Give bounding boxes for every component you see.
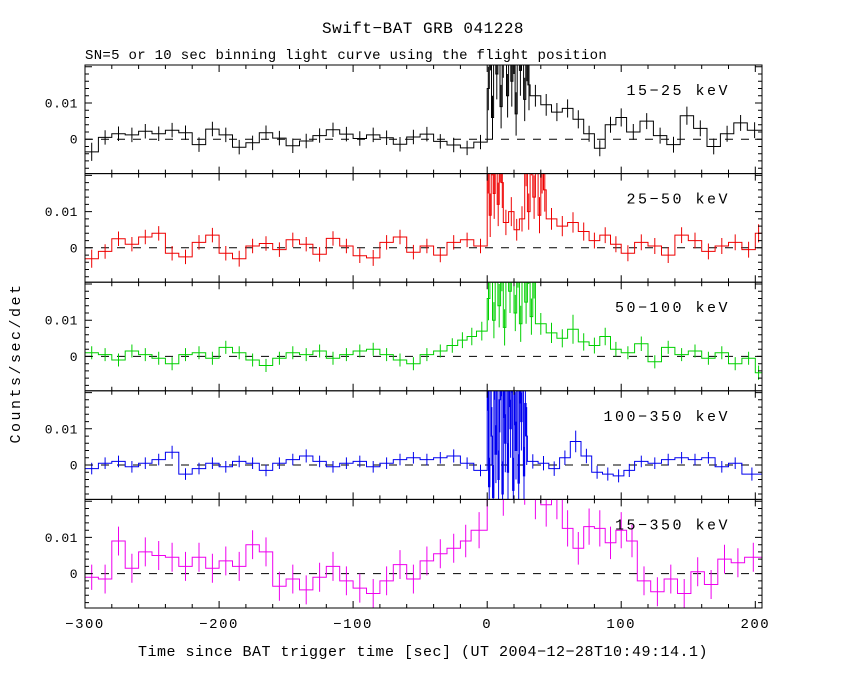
axis-ticks	[84, 499, 762, 608]
y-tick-label: 0	[70, 241, 78, 256]
y-tick-label: 0.01	[45, 314, 78, 329]
y-tick-label: 0	[70, 459, 78, 474]
energy-band-label: 15−25 keV	[626, 83, 730, 100]
energy-band-label: 25−50 keV	[626, 192, 730, 209]
panel-25-50-keV: 0 0.01 25−50 keV	[45, 173, 763, 283]
panel-100-350-keV: 0 0.01 100−350 keV	[45, 390, 763, 500]
panel-border	[84, 390, 763, 500]
x-tick-label: −200	[199, 617, 239, 633]
x-tick-label: −300	[65, 617, 105, 633]
y-tick-label: 0	[70, 350, 78, 365]
y-tick-label: 0	[70, 567, 78, 582]
y-tick-label: 0.01	[45, 422, 78, 437]
energy-band-label: 15−350 keV	[615, 517, 730, 534]
y-tick-label: 0.01	[45, 205, 78, 220]
axis-ticks	[84, 282, 762, 391]
chart-subtitle: SN=5 or 10 sec binning light curve using…	[85, 48, 607, 64]
panels-group: 0 0.01 15−25 keV 0 0.01 25−50 keV 0 0.01 50−100 …	[45, 64, 770, 633]
y-tick-label: 0	[70, 133, 78, 148]
x-tick-label: 100	[606, 617, 636, 633]
axis-ticks	[84, 173, 762, 283]
x-tick-label: −100	[333, 617, 373, 633]
panel-border	[84, 64, 763, 175]
y-tick-label: 0.01	[45, 97, 78, 112]
x-tick-label: 200	[740, 617, 770, 633]
energy-band-label: 100−350 keV	[603, 409, 730, 426]
lightcurve-error-bars	[91, 499, 754, 608]
chart-title: Swift−BAT GRB 041228	[322, 20, 524, 38]
y-axis-label: Counts/sec/det	[8, 282, 25, 443]
x-axis-label: Time since BAT trigger time [sec] (UT 20…	[138, 644, 708, 661]
lightcurve-error-bars	[91, 282, 760, 380]
lightcurve-error-bars	[91, 390, 753, 500]
panel-border	[84, 281, 763, 392]
axis-ticks	[84, 65, 762, 174]
axis-ticks	[84, 390, 762, 500]
panel-15-350-keV: 0 0.01 15−350 keV −300 −200 −100 0 100 200	[45, 498, 770, 633]
lightcurve-error-bars	[91, 173, 760, 268]
y-tick-label: 0.01	[45, 531, 78, 546]
x-tick-label: 0	[482, 617, 492, 633]
lightcurve-error-bars	[91, 65, 756, 161]
energy-band-label: 50−100 keV	[615, 300, 730, 317]
panel-border	[84, 173, 763, 283]
panel-border	[84, 498, 763, 609]
